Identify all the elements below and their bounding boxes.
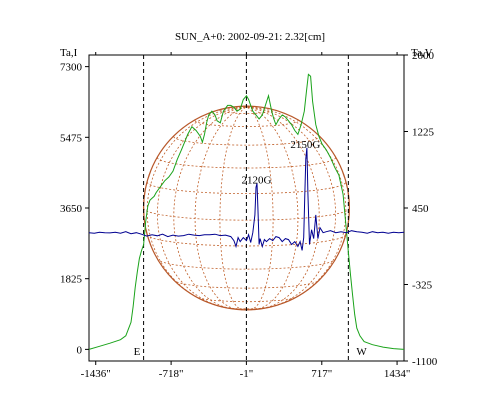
limb-marker-label: W <box>356 346 367 358</box>
meridian-line <box>246 106 274 311</box>
annotation-label: 2150G <box>290 139 320 151</box>
right-tick-label: -1100 <box>412 356 438 368</box>
parallel-line <box>173 279 320 289</box>
x-tick-label: 1434" <box>384 368 411 380</box>
meridian-line <box>173 106 247 310</box>
parallel-line <box>157 258 336 270</box>
right-tick-label: -325 <box>412 280 433 292</box>
x-tick-label: -1436" <box>81 368 111 380</box>
right-tick-label: 2000 <box>412 50 435 62</box>
x-tick-label: -718" <box>159 368 184 380</box>
meridian-line <box>156 106 247 310</box>
x-tick-label: -1" <box>240 368 254 380</box>
right-tick-label: 450 <box>412 203 429 215</box>
annotation-label: 2120G <box>241 174 271 186</box>
meridian-line <box>246 106 337 310</box>
meridian-line <box>146 106 247 310</box>
right-tick-label: 1225 <box>412 127 435 139</box>
parallel-line <box>146 181 347 195</box>
x-tick-label: 717" <box>311 368 332 380</box>
left-tick-label: 0 <box>77 344 83 356</box>
right-axis-label: Ta,V <box>411 47 433 59</box>
parallel-line <box>157 157 336 169</box>
parallel-line <box>143 207 350 221</box>
chart-title: SUN_A+0: 2002-09-21: 2.32[cm] <box>175 31 325 43</box>
meridian-line <box>246 106 299 311</box>
meridian-line <box>194 106 247 311</box>
left-tick-label: 5475 <box>60 132 83 144</box>
left-tick-label: 3650 <box>60 203 83 215</box>
meridian-line <box>219 106 247 311</box>
left-axis-label: Ta,I <box>60 47 78 59</box>
series-line-circular <box>88 147 405 251</box>
meridian-line <box>246 106 347 310</box>
series-line-intensity <box>88 73 405 350</box>
left-tick-label: 1825 <box>60 274 83 286</box>
left-tick-label: 7300 <box>60 62 83 74</box>
parallel-line <box>173 136 320 146</box>
limb-marker-label: E <box>134 346 141 358</box>
